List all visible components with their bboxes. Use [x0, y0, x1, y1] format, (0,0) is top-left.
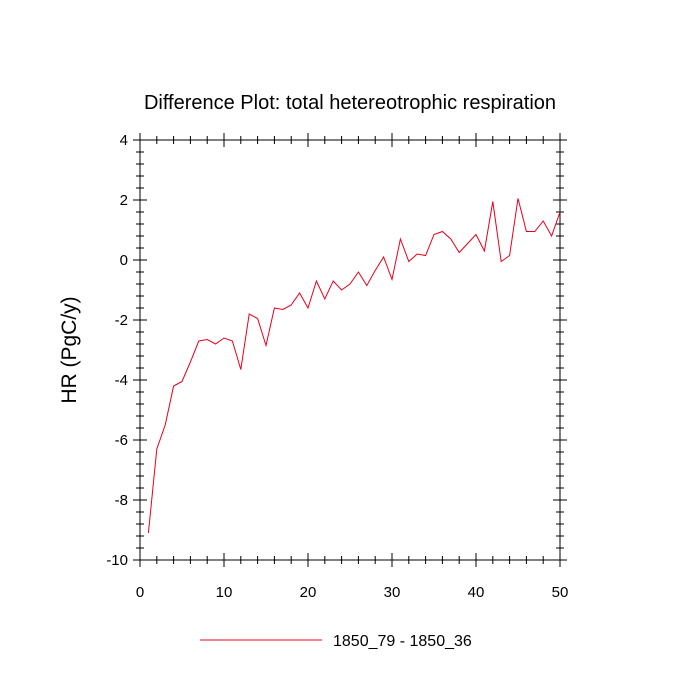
x-tick-label: 10: [216, 584, 233, 601]
x-tick-label: 30: [384, 584, 401, 601]
x-tick-label: 0: [136, 584, 144, 601]
plot-frame: [139, 139, 561, 561]
legend-label: 1850_79 - 1850_36: [333, 633, 472, 650]
series-line: [147, 198, 561, 534]
y-axis-label: HR (PgC/y): [58, 296, 81, 403]
chart-title: Difference Plot: total hetereotrophic re…: [144, 92, 556, 114]
x-tick-label: 40: [468, 584, 485, 601]
x-tick-label: 50: [552, 584, 569, 601]
y-tick-label: -2: [115, 312, 128, 329]
legend: 1850_79 - 1850_36: [200, 633, 472, 650]
y-tick-label: -6: [115, 432, 128, 449]
y-tick-label: 2: [120, 192, 128, 209]
y-tick-label: -4: [115, 372, 128, 389]
x-tick-label: 20: [300, 584, 317, 601]
y-tick-label: -10: [106, 552, 128, 569]
y-tick-label: 4: [120, 132, 128, 149]
y-tick-label: -8: [115, 492, 128, 509]
y-tick-label: 0: [120, 252, 128, 269]
